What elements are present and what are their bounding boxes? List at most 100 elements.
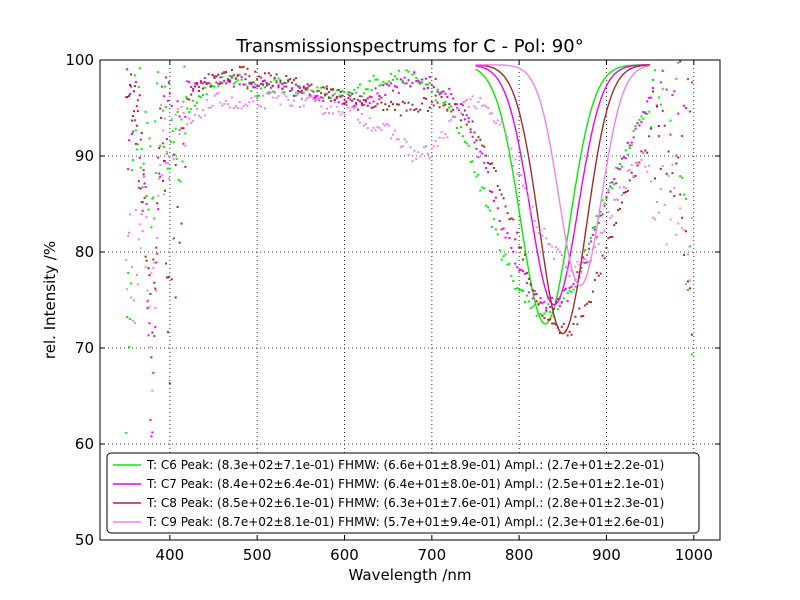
data-point xyxy=(688,245,691,248)
data-point xyxy=(364,100,367,103)
data-point xyxy=(155,171,158,174)
data-point xyxy=(166,167,169,170)
data-point xyxy=(188,81,191,84)
data-point xyxy=(378,98,381,101)
data-point xyxy=(368,95,371,98)
legend-entry: T: C9 Peak: (8.7e+02±8.1e-01) FHMW: (5.7… xyxy=(146,515,664,529)
data-point xyxy=(452,97,455,100)
data-point xyxy=(628,179,631,182)
data-point xyxy=(411,73,414,76)
data-point xyxy=(312,90,315,93)
data-point xyxy=(141,209,144,212)
data-point xyxy=(591,227,594,230)
data-point xyxy=(172,158,175,161)
data-point xyxy=(164,85,167,88)
data-point xyxy=(374,78,377,81)
data-point xyxy=(388,124,391,127)
data-point xyxy=(131,119,134,122)
data-point xyxy=(128,139,131,142)
data-point xyxy=(203,114,206,117)
data-point xyxy=(560,254,563,257)
data-point xyxy=(260,105,263,108)
data-point xyxy=(677,61,680,64)
data-point xyxy=(673,90,676,93)
data-point xyxy=(168,156,171,159)
data-point xyxy=(175,158,178,161)
data-point xyxy=(182,127,185,130)
data-point xyxy=(657,125,660,128)
data-point xyxy=(360,95,363,98)
data-point xyxy=(475,139,478,142)
data-point xyxy=(148,306,151,309)
data-point xyxy=(161,85,164,88)
data-point xyxy=(588,242,591,245)
data-point xyxy=(535,226,538,229)
data-point xyxy=(461,101,464,104)
data-point xyxy=(533,303,536,306)
data-point xyxy=(514,287,517,290)
data-point xyxy=(353,88,356,91)
data-point xyxy=(223,103,226,106)
data-point xyxy=(469,128,472,131)
data-point xyxy=(252,81,255,84)
data-point xyxy=(485,105,488,108)
data-point xyxy=(151,431,154,434)
data-point xyxy=(430,90,433,93)
data-point xyxy=(599,272,602,275)
data-point xyxy=(683,193,686,196)
data-point xyxy=(163,193,166,196)
data-point xyxy=(390,72,393,75)
data-point xyxy=(686,288,689,291)
data-point xyxy=(162,179,165,182)
data-point xyxy=(252,100,255,103)
data-point xyxy=(409,85,412,88)
data-point xyxy=(611,187,614,190)
data-point xyxy=(269,86,272,89)
data-point xyxy=(500,228,503,231)
data-point xyxy=(593,226,596,229)
data-point xyxy=(219,101,222,104)
data-point xyxy=(425,83,428,86)
data-point xyxy=(421,78,424,81)
data-point xyxy=(405,69,408,72)
fit-curve xyxy=(475,64,651,306)
data-point xyxy=(267,72,270,75)
data-point xyxy=(186,97,189,100)
data-point xyxy=(450,93,453,96)
data-point xyxy=(605,197,608,200)
data-point xyxy=(522,258,525,261)
x-tick-label: 600 xyxy=(330,546,359,564)
data-point xyxy=(428,157,431,160)
data-point xyxy=(504,131,507,134)
data-point xyxy=(677,156,680,159)
data-point xyxy=(366,97,369,100)
data-point xyxy=(194,113,197,116)
data-point xyxy=(570,285,573,288)
data-point xyxy=(156,252,159,255)
data-point xyxy=(326,88,329,91)
legend-box xyxy=(106,452,700,534)
data-point xyxy=(562,289,565,292)
data-point xyxy=(555,246,558,249)
data-point xyxy=(380,96,383,99)
data-point xyxy=(201,82,204,85)
data-point xyxy=(285,95,288,98)
data-point xyxy=(615,166,618,169)
data-point xyxy=(131,132,134,135)
data-point xyxy=(634,162,637,165)
data-point xyxy=(316,94,319,97)
data-point xyxy=(306,86,309,89)
data-point xyxy=(347,91,350,94)
data-point xyxy=(685,107,688,110)
data-point xyxy=(178,132,181,135)
data-point xyxy=(473,141,476,144)
data-point xyxy=(238,83,241,86)
data-point xyxy=(438,106,441,109)
data-point xyxy=(199,116,202,119)
data-point xyxy=(586,254,589,257)
data-point xyxy=(490,162,493,165)
data-point xyxy=(211,74,214,77)
data-point xyxy=(205,93,208,96)
data-point xyxy=(333,92,336,95)
data-point xyxy=(157,194,160,197)
